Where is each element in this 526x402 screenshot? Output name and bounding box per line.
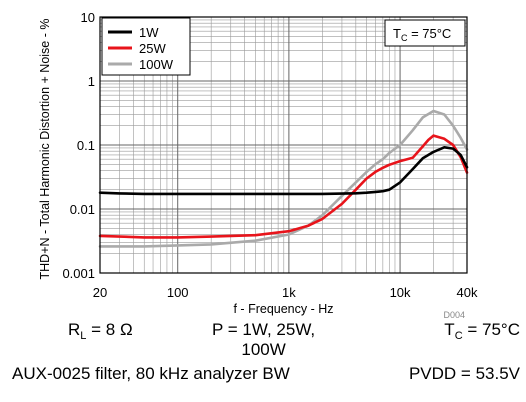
legend-label-1w: 1W [139, 25, 159, 40]
series-line-1w [98, 146, 469, 196]
x-tick-label: 20 [93, 285, 107, 300]
svg-text:TC = 75°C: TC = 75°C [393, 26, 451, 43]
series-lines [98, 109, 469, 248]
tc-subscript: C [401, 33, 408, 43]
series-line-25w [98, 134, 469, 239]
y-tick-label: 1 [88, 74, 95, 89]
legend-label-25w: 25W [139, 41, 166, 56]
y-tick-label: 0.1 [77, 138, 95, 153]
y-tick-label: 0.01 [70, 202, 95, 217]
x-tick-label: 10k [390, 285, 411, 300]
x-tick-labels: 20 100 1k 10k 40k [93, 285, 478, 300]
power-line-1: P = 1W, 25W, [212, 320, 316, 339]
tc-symbol: T [393, 26, 401, 41]
figure-id: D004 [443, 310, 465, 320]
y-axis-title: THD+N - Total Harmonic Distortion + Nois… [38, 19, 52, 280]
temperature-annotation: TC = 75°C [384, 19, 466, 47]
power-line-2: 100W [241, 340, 286, 359]
y-tick-label: 10 [81, 10, 95, 25]
x-axis-title: f - Frequency - Hz [233, 302, 333, 316]
case-temperature: TC = 75°C [444, 320, 520, 342]
plot-frame [99, 16, 468, 274]
legend-label-100w: 100W [139, 57, 174, 72]
x-tick-label: 40k [457, 285, 478, 300]
x-tick-label: 100 [167, 285, 189, 300]
pvdd-note: PVDD = 53.5V [408, 364, 520, 383]
power-levels: P = 1W, 25W, 100W [212, 320, 315, 360]
y-tick-labels: 10 1 0.1 0.01 0.001 [62, 10, 95, 281]
load-resistance: RL = 8 Ω [68, 320, 133, 342]
tc-value: = 75°C [407, 26, 451, 41]
series-line-100w [98, 109, 469, 248]
x-tick-label: 1k [282, 285, 296, 300]
filter-note: AUX-0025 filter, 80 kHz analyzer BW [12, 364, 290, 383]
y-tick-label: 0.001 [62, 266, 95, 281]
